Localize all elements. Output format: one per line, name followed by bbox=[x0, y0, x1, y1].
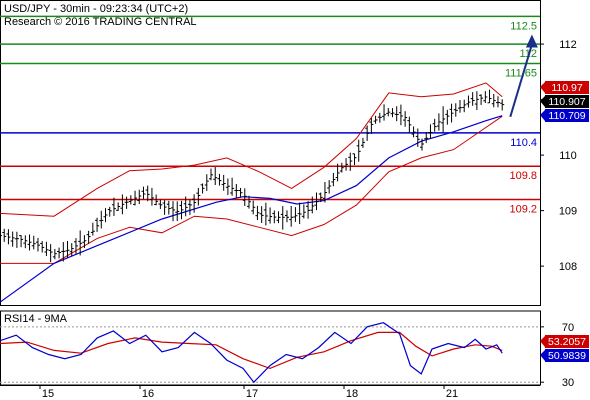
x-tick-label: 16 bbox=[142, 388, 154, 400]
level-label: 109.2 bbox=[509, 204, 537, 216]
rsi-panel: 305070RSI14 - 9MA53.205750.9839151617182… bbox=[0, 310, 589, 400]
bollinger-upper bbox=[0, 82, 503, 217]
rsi-value-box-label: 50.9839 bbox=[548, 350, 586, 362]
rsi-value-box-label: 53.2057 bbox=[548, 336, 586, 348]
level-label: 110.4 bbox=[510, 137, 537, 149]
rsi-value-box bbox=[545, 335, 589, 348]
rsi-value-box bbox=[545, 349, 589, 362]
rsi-value-box-pointer bbox=[540, 336, 545, 347]
rsi-line bbox=[0, 322, 503, 384]
rsi-y-tick-label: 30 bbox=[562, 377, 574, 389]
price-box-pointer bbox=[540, 110, 545, 121]
y-tick-label: 112 bbox=[559, 39, 577, 51]
price-box bbox=[545, 81, 589, 94]
price-box-label: 110.709 bbox=[548, 110, 585, 122]
rsi-y-tick-label: 70 bbox=[562, 322, 574, 334]
price-panel-frame bbox=[0, 0, 541, 306]
forecast-arrowhead bbox=[525, 34, 538, 48]
x-tick-label: 18 bbox=[346, 388, 358, 400]
price-box-label: 110.97 bbox=[551, 82, 582, 94]
y-tick-label: 109 bbox=[559, 206, 577, 218]
y-tick-label: 110 bbox=[559, 150, 577, 162]
moving-average bbox=[0, 115, 503, 303]
price-box-pointer bbox=[540, 96, 545, 107]
chart-copyright: Research © 2016 TRADING CENTRAL bbox=[4, 16, 197, 28]
price-box bbox=[545, 95, 589, 108]
level-label: 109.8 bbox=[509, 170, 537, 182]
level-label: 111.65 bbox=[505, 68, 537, 80]
x-tick-label: 15 bbox=[42, 388, 54, 400]
price-panel: 108109110111112112.5112111.65110.4109.81… bbox=[0, 0, 589, 306]
x-tick-label: 17 bbox=[246, 388, 258, 400]
y-tick-label: 108 bbox=[559, 261, 577, 273]
bollinger-lower bbox=[0, 115, 503, 264]
price-box bbox=[545, 109, 589, 122]
rsi-label: RSI14 - 9MA bbox=[4, 313, 68, 325]
price-box-label: 110.907 bbox=[548, 96, 585, 108]
rsi-value-box-pointer bbox=[540, 350, 545, 361]
forecast-arrow bbox=[509, 44, 533, 118]
x-tick-label: 21 bbox=[446, 388, 458, 400]
chart-title: USD/JPY - 30min - 09:23:34 (UTC+2) bbox=[4, 3, 189, 15]
rsi-ma-line bbox=[0, 331, 503, 370]
level-label: 112.5 bbox=[510, 20, 537, 32]
price-box-pointer bbox=[540, 82, 545, 93]
